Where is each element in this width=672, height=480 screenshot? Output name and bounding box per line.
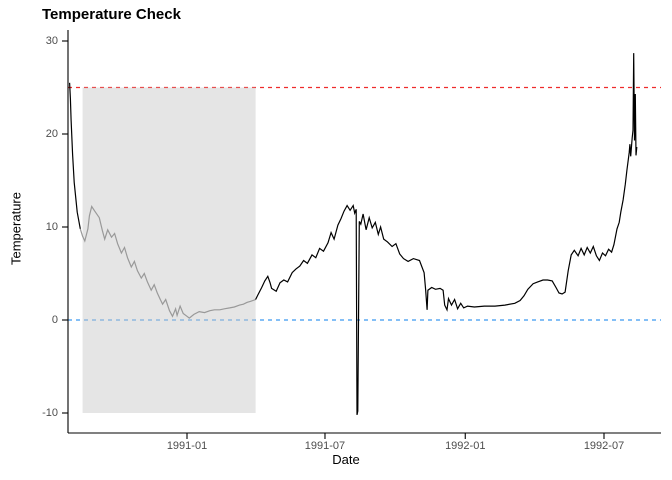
- x-tick-label: 1992-07: [583, 440, 625, 452]
- x-axis-title: Date: [332, 452, 360, 467]
- highlight-region: [82, 87, 256, 413]
- y-tick-label: 20: [45, 127, 58, 140]
- temperature-line-segment-0: [69, 82, 81, 230]
- chart-title: Temperature Check: [42, 6, 181, 23]
- y-tick-label: 0: [51, 313, 58, 326]
- y-tick-label: 10: [45, 220, 58, 233]
- x-tick-label: 1991-01: [166, 440, 208, 452]
- y-tick-label: -10: [42, 406, 58, 419]
- y-axis-title: Temperature: [8, 192, 24, 265]
- temperature-line-segment-2: [255, 53, 638, 416]
- y-tick-label: 30: [45, 34, 58, 47]
- x-tick-label: 1991-07: [304, 440, 346, 452]
- temperature-line-segment-1: [79, 205, 256, 319]
- x-tick-label: 1992-01: [445, 440, 486, 452]
